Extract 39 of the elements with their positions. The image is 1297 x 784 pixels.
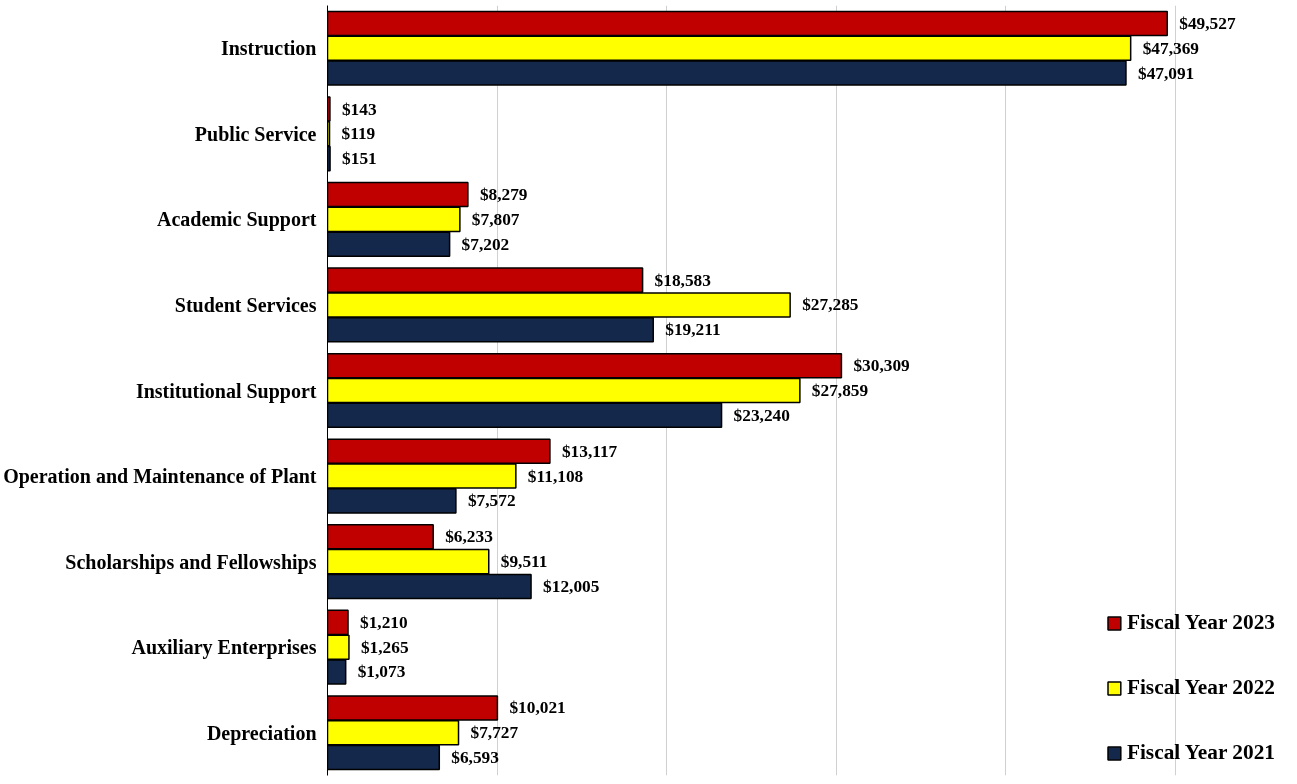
data-label: $12,005 xyxy=(543,576,600,596)
y-tick-label: Institutional Support xyxy=(135,379,317,403)
data-label: $18,583 xyxy=(654,270,712,290)
data-label: $10,021 xyxy=(509,698,566,718)
y-tick-label: Depreciation xyxy=(206,721,317,745)
data-label: $27,285 xyxy=(802,295,859,315)
data-label: $49,527 xyxy=(1179,13,1236,33)
data-label: $7,202 xyxy=(461,234,510,254)
data-label: $23,240 xyxy=(733,405,790,425)
y-tick-label: Operation and Maintenance of Plant xyxy=(3,465,317,489)
data-label: $27,859 xyxy=(811,381,869,400)
legend-label: Fiscal Year 2021 xyxy=(1126,740,1275,765)
data-label: $7,807 xyxy=(471,209,520,229)
data-label: $143 xyxy=(341,99,377,119)
y-tick-label: Auxiliary Enterprises xyxy=(131,636,317,660)
data-label: $151 xyxy=(342,149,377,169)
data-label: $9,511 xyxy=(500,552,548,572)
y-tick-label: Academic Support xyxy=(157,208,317,232)
data-label: $119 xyxy=(341,124,376,144)
y-tick-label: Instruction xyxy=(220,37,317,60)
data-label: $19,211 xyxy=(665,320,721,340)
legend-label: Fiscal Year 2023 xyxy=(1126,610,1275,635)
data-label: $47,091 xyxy=(1137,63,1195,83)
y-tick-label: Scholarships and Fellowships xyxy=(65,550,317,574)
data-label: $7,727 xyxy=(470,723,519,743)
legend-label: Fiscal Year 2022 xyxy=(1126,675,1275,700)
data-label: $7,572 xyxy=(467,491,516,511)
data-label: $13,117 xyxy=(561,441,618,461)
data-label: $6,233 xyxy=(445,527,494,547)
data-label: $1,210 xyxy=(360,612,408,632)
y-tick-label: Student Services xyxy=(174,293,317,316)
data-label: $8,279 xyxy=(479,185,528,205)
data-label: $30,309 xyxy=(853,356,911,376)
y-tick-label: Public Service xyxy=(194,122,317,145)
data-label: $11,108 xyxy=(527,466,584,486)
data-label: $47,369 xyxy=(1142,38,1200,58)
data-label: $6,593 xyxy=(451,748,500,768)
data-label: $1,265 xyxy=(360,637,409,657)
data-label: $1,073 xyxy=(357,662,406,682)
